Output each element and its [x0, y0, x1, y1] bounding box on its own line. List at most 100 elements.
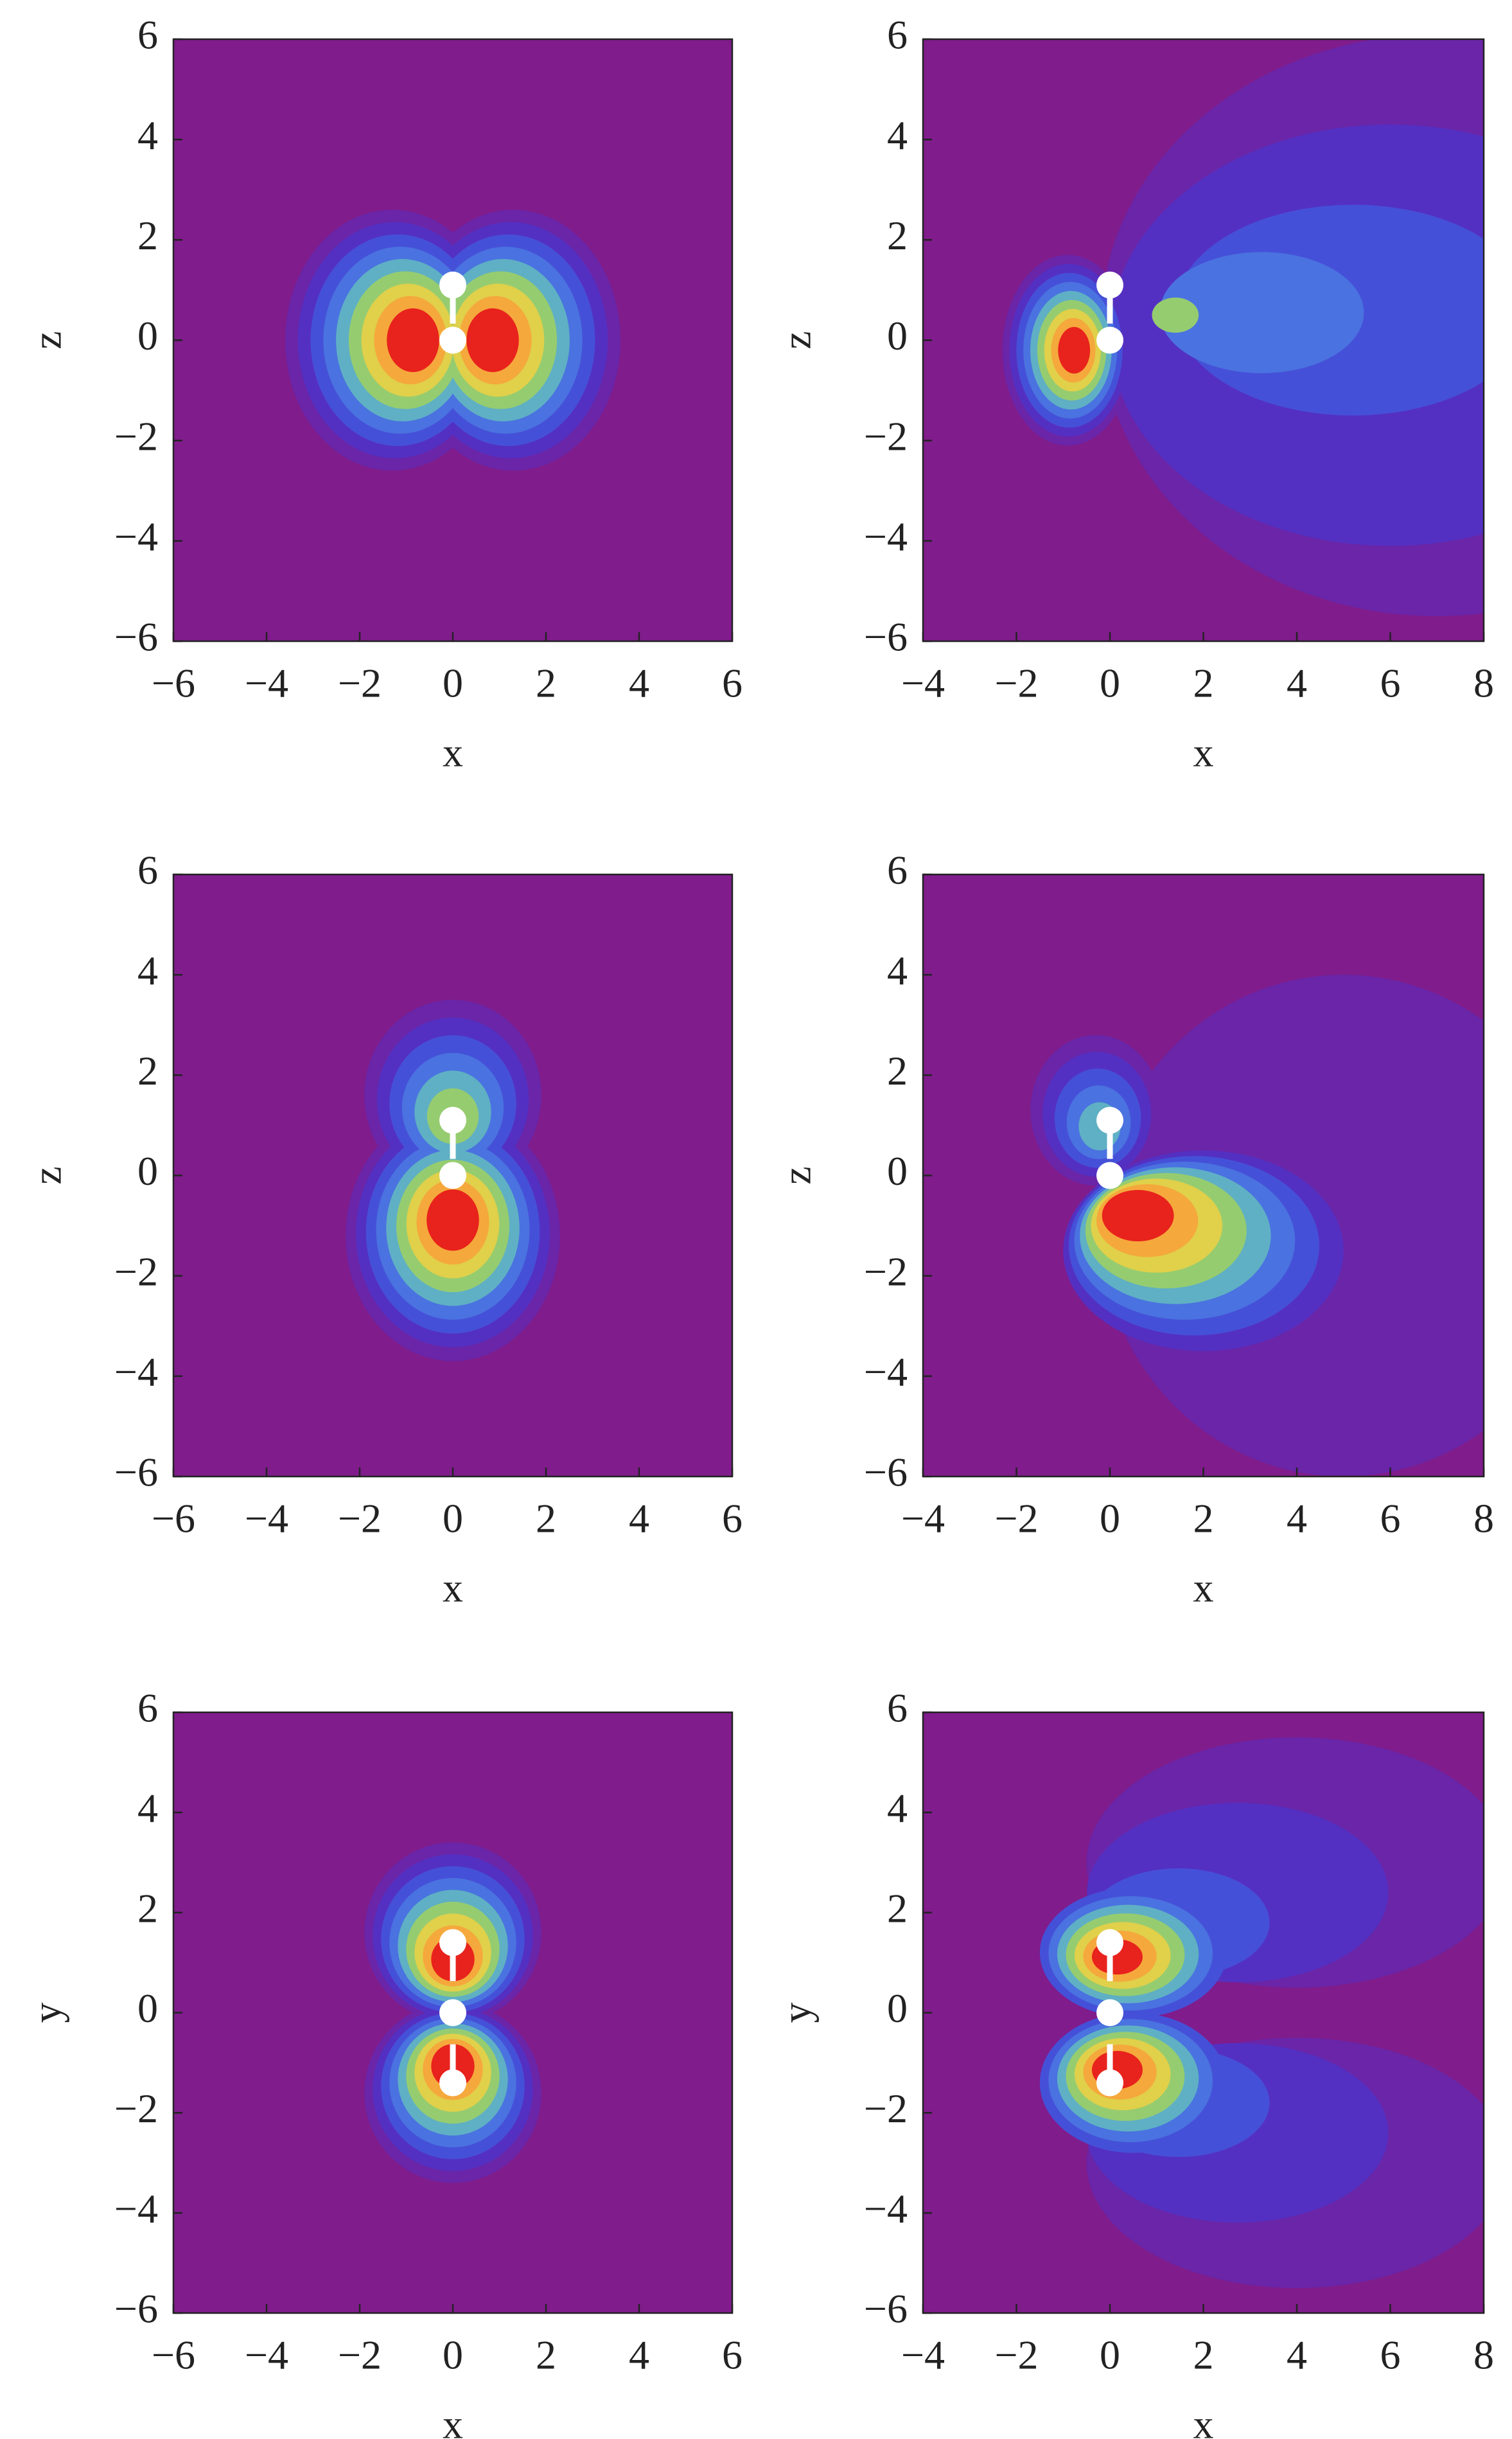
x-tick-label: 0	[1100, 661, 1120, 706]
atom-marker	[1096, 1162, 1123, 1189]
x-tick-label: 6	[1380, 1496, 1401, 1541]
x-tick-label: −6	[152, 661, 195, 706]
y-tick-label: −2	[864, 413, 908, 459]
contour-level	[1058, 326, 1091, 374]
y-axis-label: y	[774, 2003, 820, 2023]
y-tick-label: 2	[887, 1885, 908, 1931]
x-tick-label: −4	[245, 1496, 288, 1541]
x-tick-label: −2	[338, 661, 382, 706]
atom-marker	[1096, 1106, 1123, 1134]
atom-marker	[439, 1106, 466, 1134]
y-tick-label: 6	[137, 12, 158, 58]
x-tick-label: 0	[443, 2332, 463, 2378]
atom-marker	[1096, 326, 1123, 354]
x-tick-label: −4	[901, 1496, 945, 1541]
y-tick-label: 4	[887, 112, 908, 158]
y-tick-label: −2	[864, 1248, 908, 1294]
x-tick-label: 2	[1193, 1496, 1214, 1541]
atom-marker	[439, 326, 466, 354]
x-tick-label: 4	[629, 2332, 649, 2378]
x-tick-label: 0	[443, 661, 463, 706]
x-tick-label: 2	[536, 661, 556, 706]
y-tick-label: −4	[864, 1349, 908, 1395]
x-tick-label: −4	[245, 2332, 288, 2378]
x-axis-label: x	[443, 2402, 463, 2439]
y-tick-label: 6	[887, 1685, 908, 1731]
x-axis-label: x	[443, 1565, 463, 1611]
y-tick-label: 4	[887, 948, 908, 993]
y-tick-label: 2	[137, 1885, 158, 1931]
y-tick-label: −2	[114, 2086, 158, 2131]
y-tick-label: −6	[114, 2286, 158, 2332]
y-tick-label: 0	[137, 313, 158, 359]
x-axis-label: x	[443, 730, 463, 776]
atom-marker	[1096, 271, 1123, 299]
plot-area	[173, 874, 732, 1477]
y-tick-label: −4	[114, 1349, 158, 1395]
y-axis-label: z	[774, 331, 820, 349]
panel: −6 −4 −2 0 2 4 6 −6 −4 −2 0 2 4 6 x y	[24, 1685, 743, 2439]
atom-marker	[439, 271, 466, 299]
x-tick-label: −6	[152, 2332, 195, 2378]
plot-area	[173, 39, 732, 641]
y-tick-label: −4	[864, 514, 908, 560]
y-tick-label: 6	[137, 847, 158, 893]
atom-marker	[1096, 2069, 1123, 2097]
y-tick-label: 0	[137, 1985, 158, 2031]
atom-marker	[439, 2069, 466, 2097]
x-tick-label: −4	[245, 661, 288, 706]
x-tick-label: 6	[1380, 661, 1401, 706]
x-tick-label: 2	[1193, 661, 1214, 706]
y-tick-label: 4	[137, 112, 158, 158]
x-tick-label: −2	[994, 1496, 1038, 1541]
x-tick-label: −4	[901, 661, 945, 706]
x-tick-label: 0	[1100, 2332, 1120, 2378]
y-tick-label: −4	[114, 514, 158, 560]
x-tick-label: 8	[1473, 2332, 1494, 2378]
y-tick-label: 0	[887, 1985, 908, 2031]
contour-level	[1102, 1189, 1174, 1241]
x-tick-label: −2	[994, 661, 1038, 706]
x-tick-label: 4	[629, 1496, 649, 1541]
plot-area	[923, 39, 1484, 641]
x-tick-label: 4	[1287, 661, 1307, 706]
y-tick-label: 2	[887, 213, 908, 258]
x-tick-label: −2	[338, 2332, 382, 2378]
contour-level	[466, 308, 519, 373]
y-tick-label: 6	[137, 1685, 158, 1731]
panel: −6 −4 −2 0 2 4 6 −6 −4 −2 0 2 4 6 x z	[24, 12, 743, 776]
y-tick-label: 4	[137, 1786, 158, 1831]
y-tick-label: 6	[887, 12, 908, 58]
y-tick-label: 0	[887, 313, 908, 359]
x-tick-label: 2	[536, 2332, 556, 2378]
y-tick-label: −2	[114, 1248, 158, 1294]
x-tick-label: 4	[1287, 1496, 1307, 1541]
y-tick-label: 2	[137, 213, 158, 258]
x-tick-label: 6	[722, 1496, 743, 1541]
y-axis-label: z	[774, 1166, 820, 1184]
x-tick-label: −6	[152, 1496, 195, 1541]
y-axis-label: z	[24, 331, 70, 349]
y-tick-label: −6	[864, 2286, 908, 2332]
contour-level	[1159, 252, 1364, 373]
contour-level	[387, 308, 439, 373]
x-tick-label: 2	[1193, 2332, 1214, 2378]
y-tick-label: −6	[114, 1450, 158, 1495]
x-tick-label: −4	[901, 2332, 945, 2378]
x-tick-label: 4	[629, 661, 649, 706]
x-tick-label: 6	[722, 2332, 743, 2378]
y-tick-label: −4	[114, 2186, 158, 2231]
y-tick-label: 0	[887, 1148, 908, 1194]
x-axis-label: x	[1193, 2402, 1214, 2439]
x-tick-label: −2	[338, 1496, 382, 1541]
contour-level	[426, 1189, 479, 1251]
y-axis-label: y	[24, 2003, 70, 2023]
x-tick-label: 4	[1287, 2332, 1307, 2378]
atom-marker	[1096, 1929, 1123, 1956]
x-tick-label: 8	[1473, 661, 1494, 706]
x-axis-label: x	[1193, 1565, 1214, 1611]
panel: −6 −4 −2 0 2 4 6 −6 −4 −2 0 2 4 6 x z	[24, 847, 743, 1611]
